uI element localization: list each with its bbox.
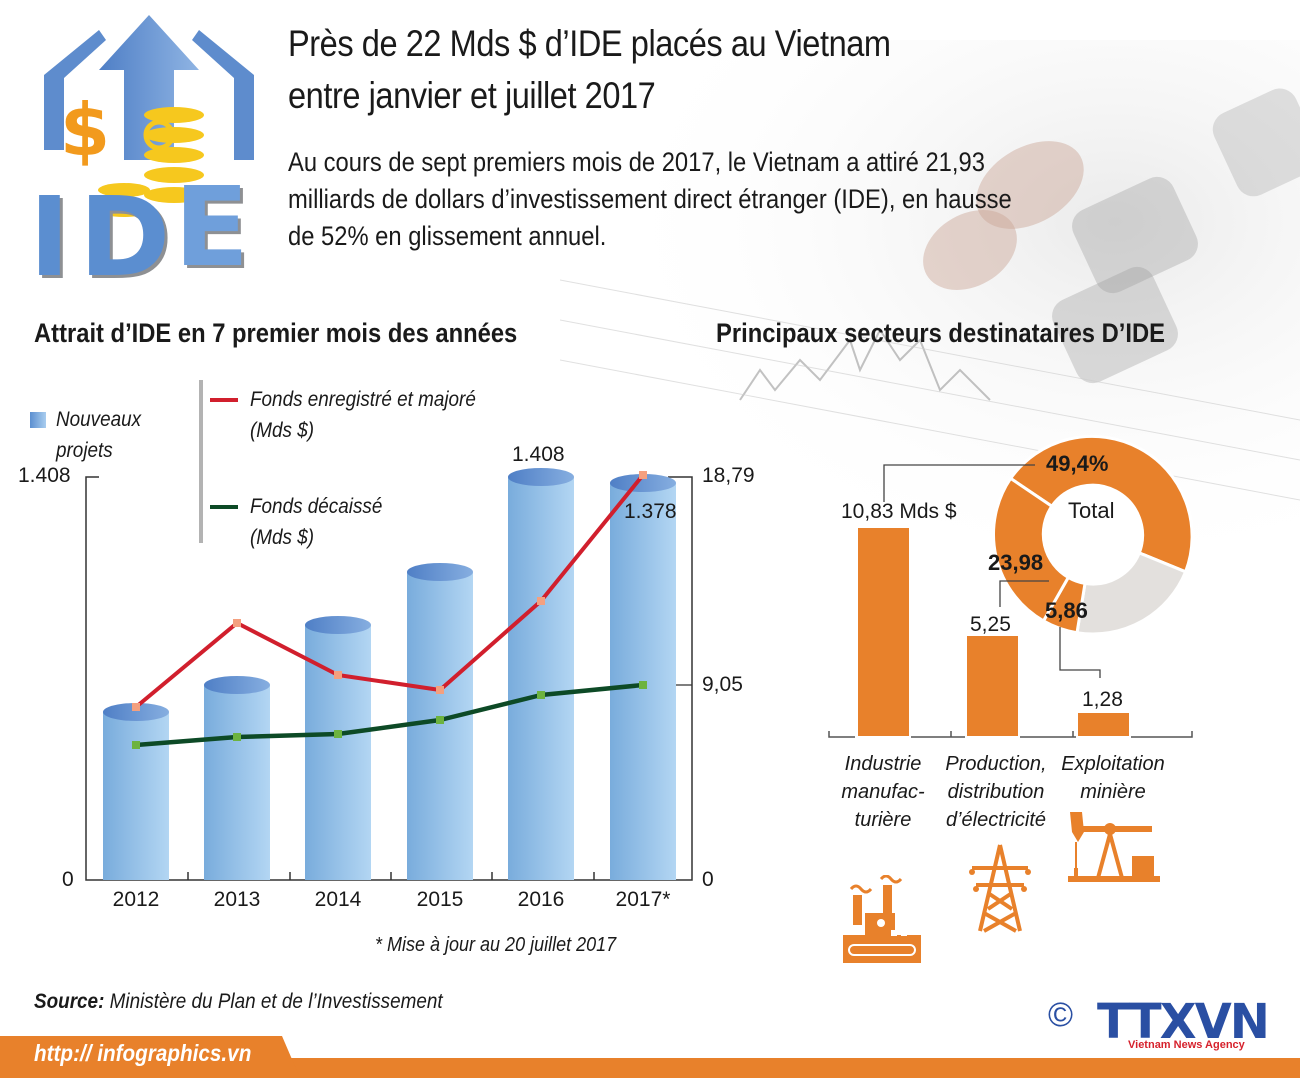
category-label: 2013 (213, 888, 261, 911)
donut-center-label: Total (1068, 498, 1115, 523)
svg-text:E: E (177, 166, 252, 285)
right-axis-top-label: 18,79 (702, 464, 755, 487)
bar-value-electricity: 5,25 (970, 613, 1011, 636)
left-combo-chart (85, 468, 693, 881)
footer-url-link[interactable]: http:// infographics.vn (34, 1040, 252, 1066)
legend-green-line-1: Fonds décaissé (250, 495, 383, 518)
ide-logo-icon: $ I I D D E E (29, 15, 254, 285)
source-line: Source: Ministère du Plan et de l’Invest… (34, 990, 443, 1014)
svg-text:E: E (174, 163, 249, 285)
intro-paragraph: Au cours de sept premiers mois de 2017, … (288, 144, 1012, 255)
category-label: 2012 (112, 888, 160, 911)
legend-red-swatch (210, 398, 238, 402)
source-text: Ministère du Plan et de l’Investissement (109, 990, 443, 1013)
legend-red-line-2: (Mds $) (250, 419, 315, 442)
title-line-1: Près de 22 Mds $ d’IDE placés au Vietnam (288, 23, 891, 64)
title-line-2: entre janvier et juillet 2017 (288, 75, 656, 116)
sector-label-line: Industrie (844, 753, 922, 775)
line-fonds-enregistre (134, 473, 645, 709)
sector-label-line: manufac- (841, 781, 925, 803)
sector-label-electricity: Production, distribution d’électricité (931, 750, 1061, 834)
category-label: 2017* (615, 888, 671, 911)
donut-label-electricity: 23,98 (988, 550, 1044, 575)
legend-green-label: Fonds décaissé (Mds $) (250, 491, 382, 553)
legend-red-line-1: Fonds enregistré et majoré (250, 388, 476, 411)
sector-bar-manufacturing (858, 528, 909, 736)
left-axis-top-label: 1.408 (18, 464, 71, 487)
bar-2013 (204, 676, 270, 880)
left-chart-title: Attrait d’IDE en 7 premier mois des anné… (34, 318, 518, 348)
bar-2017 (610, 474, 676, 880)
power-tower-icon (969, 844, 1031, 933)
sector-label-line: distribution (947, 781, 1045, 803)
footer-tab (0, 1036, 300, 1078)
sector-bar-electricity (967, 636, 1018, 736)
factory-icon (843, 875, 921, 963)
left-axis-zero-label: 0 (62, 868, 74, 891)
bar-2016 (508, 468, 574, 880)
bar-value-2016: 1.408 (512, 443, 565, 466)
source-label: Source: (34, 990, 105, 1013)
sector-label-manufacturing: Industrie manufac- turière (818, 750, 948, 834)
sector-chart (828, 434, 1194, 738)
svg-text:$: $ (60, 88, 110, 172)
chart-footnote: * Mise à jour au 20 juillet 2017 (375, 934, 617, 956)
svg-text:D: D (82, 176, 173, 285)
legend-divider (199, 380, 203, 543)
category-label: 2015 (416, 888, 464, 911)
svg-text:I: I (32, 176, 73, 285)
sector-label-line: Exploitation (1061, 753, 1165, 775)
sector-label-line: d’électricité (945, 809, 1047, 831)
right-axis-mid-label: 9,05 (702, 673, 743, 696)
ttxvn-logo: TTXVN (1097, 994, 1270, 1050)
bar-value-manufacturing: 10,83 Mds $ (841, 500, 957, 523)
svg-text:I: I (29, 173, 70, 285)
donut-chart (992, 434, 1194, 636)
footer-band (0, 1058, 1300, 1078)
copyright-icon: © (1048, 996, 1074, 1034)
right-axis-zero-label: 0 (702, 868, 714, 891)
legend-green-line-2: (Mds $) (250, 526, 315, 549)
svg-text:D: D (79, 173, 170, 285)
oil-pump-icon (1068, 812, 1160, 882)
sector-bar-mining (1078, 713, 1129, 736)
right-chart-title: Principaux secteurs destinataires D’IDE (716, 318, 1165, 348)
legend-green-swatch (210, 505, 238, 509)
line-fonds-decaisse (135, 682, 644, 748)
bar-2014 (305, 616, 371, 880)
bar-2015 (407, 563, 473, 880)
donut-label-mining: 5,86 (1045, 598, 1088, 623)
sector-label-line: Production, (945, 753, 1047, 775)
legend-red-label: Fonds enregistré et majoré (Mds $) (250, 384, 476, 446)
sector-label-mining: Exploitation minière (1048, 750, 1178, 806)
agency-name: Vietnam News Agency (1128, 1039, 1245, 1051)
intro-line-1: Au cours de sept premiers mois de 2017, … (288, 147, 985, 177)
intro-line-2: milliards de dollars d’investissement di… (288, 184, 1012, 214)
page-title: Près de 22 Mds $ d’IDE placés au Vietnam… (288, 18, 891, 122)
legend-bars-label: Nouveaux projets (56, 404, 141, 466)
category-label: 2014 (314, 888, 362, 911)
legend-bar-swatch (30, 412, 46, 428)
bar-value-2017: 1.378 (624, 500, 677, 523)
bar-2012 (103, 703, 169, 880)
donut-label-manufacturing: 49,4% (1046, 451, 1109, 476)
sector-label-line: turière (854, 809, 912, 831)
bar-value-mining: 1,28 (1082, 688, 1123, 711)
intro-line-3: de 52% en glissement annuel. (288, 221, 607, 251)
category-label: 2016 (517, 888, 565, 911)
legend-bars-line-1: Nouveaux (56, 408, 142, 431)
legend-bars-line-2: projets (56, 439, 113, 462)
sector-label-line: minière (1080, 781, 1146, 803)
